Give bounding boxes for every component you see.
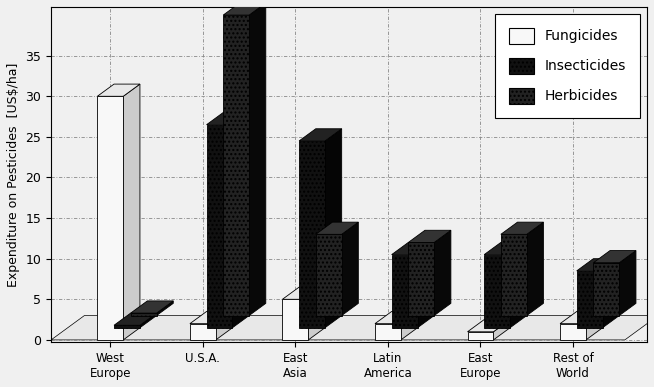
Polygon shape <box>223 3 266 15</box>
Bar <box>560 324 586 340</box>
Y-axis label: Expenditure on Pesticides  [US$/ha]: Expenditure on Pesticides [US$/ha] <box>7 62 20 287</box>
Polygon shape <box>593 250 636 263</box>
Polygon shape <box>501 222 543 234</box>
Bar <box>114 325 140 328</box>
Polygon shape <box>156 301 173 315</box>
Polygon shape <box>417 242 434 328</box>
Bar <box>131 313 156 315</box>
Bar <box>375 324 401 340</box>
Polygon shape <box>577 259 619 271</box>
Polygon shape <box>341 222 358 315</box>
Bar <box>577 271 602 328</box>
Bar <box>299 141 325 328</box>
Polygon shape <box>114 313 156 325</box>
Polygon shape <box>308 287 325 340</box>
Polygon shape <box>375 312 417 324</box>
Polygon shape <box>316 222 358 234</box>
Bar <box>392 255 417 328</box>
Polygon shape <box>392 242 434 255</box>
Polygon shape <box>299 129 341 141</box>
Polygon shape <box>140 313 156 328</box>
Polygon shape <box>123 84 140 340</box>
Polygon shape <box>586 312 602 340</box>
Bar <box>484 255 510 328</box>
Polygon shape <box>190 312 232 324</box>
Polygon shape <box>249 3 266 315</box>
Bar <box>408 242 434 315</box>
Polygon shape <box>207 113 249 125</box>
Polygon shape <box>401 312 417 340</box>
Polygon shape <box>216 312 232 340</box>
Polygon shape <box>51 315 654 340</box>
Polygon shape <box>408 230 451 242</box>
Bar <box>468 332 493 340</box>
Polygon shape <box>493 320 510 340</box>
Bar <box>97 96 123 340</box>
Polygon shape <box>484 242 526 255</box>
Polygon shape <box>283 287 325 299</box>
Polygon shape <box>526 222 543 315</box>
Bar <box>207 125 232 328</box>
Bar <box>593 263 619 315</box>
Bar <box>223 15 249 315</box>
Bar <box>316 234 341 315</box>
Bar <box>283 299 308 340</box>
Polygon shape <box>619 250 636 315</box>
Polygon shape <box>434 230 451 315</box>
Polygon shape <box>468 320 510 332</box>
Polygon shape <box>602 259 619 328</box>
Polygon shape <box>325 129 341 328</box>
Polygon shape <box>97 84 140 96</box>
Polygon shape <box>560 312 602 324</box>
Bar <box>190 324 216 340</box>
Bar <box>501 234 526 315</box>
Legend: Fungicides, Insecticides, Herbicides: Fungicides, Insecticides, Herbicides <box>495 14 640 118</box>
Polygon shape <box>232 113 249 328</box>
Polygon shape <box>510 242 526 328</box>
Polygon shape <box>131 301 173 313</box>
